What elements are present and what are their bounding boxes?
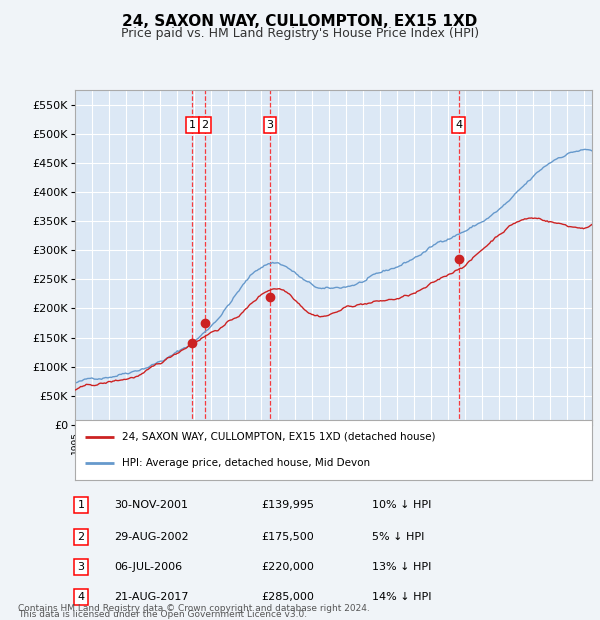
Text: £139,995: £139,995: [261, 500, 314, 510]
Text: 5% ↓ HPI: 5% ↓ HPI: [372, 532, 424, 542]
Text: 4: 4: [77, 592, 85, 602]
Text: 3: 3: [266, 120, 274, 130]
Text: 29-AUG-2002: 29-AUG-2002: [114, 532, 188, 542]
Text: 1: 1: [77, 500, 85, 510]
Text: £285,000: £285,000: [261, 592, 314, 602]
Text: £175,500: £175,500: [261, 532, 314, 542]
Text: 2: 2: [201, 120, 208, 130]
Text: 24, SAXON WAY, CULLOMPTON, EX15 1XD: 24, SAXON WAY, CULLOMPTON, EX15 1XD: [122, 14, 478, 29]
Text: 06-JUL-2006: 06-JUL-2006: [114, 562, 182, 572]
Text: This data is licensed under the Open Government Licence v3.0.: This data is licensed under the Open Gov…: [18, 610, 307, 619]
Text: Contains HM Land Registry data © Crown copyright and database right 2024.: Contains HM Land Registry data © Crown c…: [18, 603, 370, 613]
Text: 1: 1: [189, 120, 196, 130]
Text: 3: 3: [77, 562, 85, 572]
Text: £220,000: £220,000: [261, 562, 314, 572]
Text: HPI: Average price, detached house, Mid Devon: HPI: Average price, detached house, Mid …: [122, 458, 370, 468]
Text: 10% ↓ HPI: 10% ↓ HPI: [372, 500, 431, 510]
Text: 4: 4: [455, 120, 463, 130]
Text: 24, SAXON WAY, CULLOMPTON, EX15 1XD (detached house): 24, SAXON WAY, CULLOMPTON, EX15 1XD (det…: [122, 432, 435, 442]
Text: Price paid vs. HM Land Registry's House Price Index (HPI): Price paid vs. HM Land Registry's House …: [121, 27, 479, 40]
Text: 21-AUG-2017: 21-AUG-2017: [114, 592, 188, 602]
Text: 2: 2: [77, 532, 85, 542]
Text: 14% ↓ HPI: 14% ↓ HPI: [372, 592, 431, 602]
Text: 13% ↓ HPI: 13% ↓ HPI: [372, 562, 431, 572]
Text: 30-NOV-2001: 30-NOV-2001: [114, 500, 188, 510]
